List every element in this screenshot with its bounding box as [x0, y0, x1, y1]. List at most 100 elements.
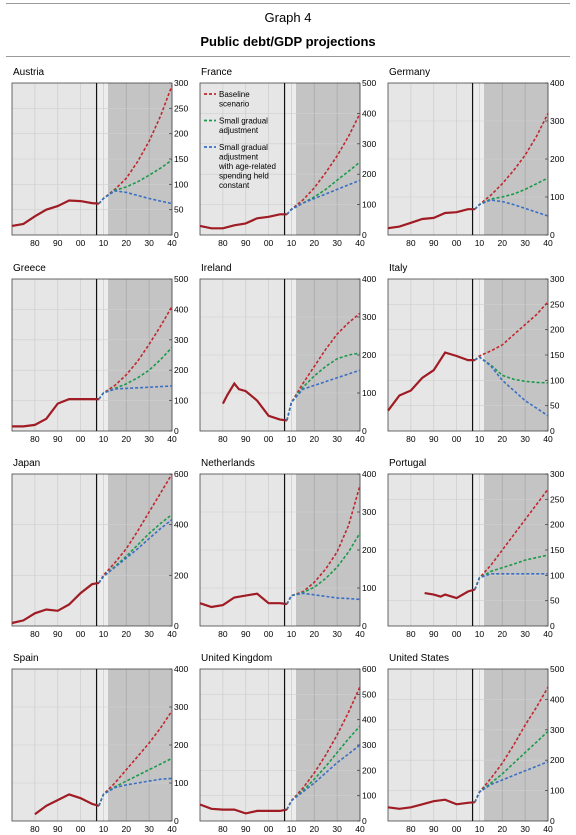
x-tick-label: 00: [264, 434, 274, 444]
y-tick-label: 300: [362, 139, 376, 149]
projection-line-3: [286, 179, 361, 215]
chart-panel-6: Japan 80 90 00 10 20 30 400 200 400 600: [11, 458, 188, 639]
legend-label: Small gradual adjustment: [219, 117, 268, 136]
panel-title: Japan: [13, 458, 40, 469]
x-tick-label: 90: [241, 824, 251, 834]
projection-line-3: [474, 760, 549, 803]
y-tick-label: 500: [550, 664, 564, 674]
x-tick-label: 00: [76, 629, 86, 639]
x-tick-label: 20: [122, 238, 132, 248]
chart-panel-10: United Kingdom 80 90 00 10 20 30 400 100 200 300 40…: [199, 653, 376, 834]
y-tick-label: 500: [362, 689, 376, 699]
y-tick-label: 400: [362, 715, 376, 725]
x-tick-label: 20: [498, 238, 508, 248]
chart-panel-3: Greece 80 90 00 10 20 30 400 100 200 300 400 500: [11, 263, 188, 444]
legend-label: Small gradual adjustment with age-related s…: [218, 143, 276, 190]
y-tick-label: 100: [362, 791, 376, 801]
chart-title: Public debt/GDP projections: [200, 34, 376, 49]
y-tick-label: 200: [362, 169, 376, 179]
x-tick-label: 40: [543, 824, 553, 834]
x-tick-label: 20: [122, 629, 132, 639]
history-line: [199, 803, 288, 815]
y-tick-label: 600: [362, 664, 376, 674]
projection-line-2: [98, 757, 173, 807]
x-tick-label: 20: [122, 824, 132, 834]
x-tick-label: 90: [429, 434, 439, 444]
y-tick-label: 500: [174, 274, 188, 284]
x-tick-label: 90: [53, 434, 63, 444]
y-tick-label: 100: [362, 583, 376, 593]
chart-panel-9: Spain 80 90 00 10 20 30 400 100 200 300 400: [11, 653, 188, 834]
projection-line-3: [98, 777, 173, 807]
history-line: [387, 798, 475, 810]
x-tick-label: 20: [498, 434, 508, 444]
x-tick-label: 30: [144, 238, 154, 248]
x-tick-label: 30: [144, 629, 154, 639]
y-tick-label: 0: [174, 621, 179, 631]
y-tick-label: 300: [362, 312, 376, 322]
panel-frame: [199, 82, 361, 236]
projection-region: [484, 669, 548, 821]
x-tick-label: 90: [53, 629, 63, 639]
x-tick-label: 90: [241, 238, 251, 248]
chart-panel-7: Netherlands 80 90 00 10 20 30 400 100 200 300 400: [199, 458, 376, 639]
x-tick-label: 00: [452, 238, 462, 248]
y-tick-label: 250: [550, 494, 564, 504]
x-tick-label: 10: [99, 434, 109, 444]
x-tick-label: 80: [406, 629, 416, 639]
x-tick-label: 90: [429, 238, 439, 248]
projection-line-3: [474, 572, 548, 590]
y-tick-label: 200: [362, 545, 376, 555]
history-region: [12, 279, 97, 431]
projection-line-3: [474, 356, 549, 417]
x-tick-label: 00: [76, 238, 86, 248]
panel-title: France: [201, 67, 233, 78]
y-tick-label: 200: [550, 325, 564, 335]
panel-title: Spain: [13, 653, 39, 664]
y-tick-label: 300: [174, 78, 188, 88]
y-tick-label: 300: [362, 507, 376, 517]
y-tick-label: 400: [362, 108, 376, 118]
panel-title: Netherlands: [201, 458, 255, 469]
y-tick-label: 100: [174, 396, 188, 406]
history-line: [387, 208, 475, 230]
x-tick-label: 10: [475, 629, 485, 639]
panel-frame: [11, 278, 173, 432]
chart-panel-4: Ireland 80 90 00 10 20 30 400 100 200 300 400: [199, 263, 376, 444]
x-tick-label: 20: [310, 824, 320, 834]
x-tick-label: 20: [498, 629, 508, 639]
projection-line-3: [98, 190, 173, 205]
chart-panel-11: United States 80 90 00 10 20 30 400 100 200 300 400…: [387, 653, 564, 834]
x-tick-label: 40: [355, 824, 365, 834]
y-tick-label: 150: [550, 545, 564, 555]
x-tick-label: 20: [310, 629, 320, 639]
y-tick-label: 200: [174, 129, 188, 139]
projection-line-2: [474, 554, 549, 590]
x-tick-label: 10: [99, 238, 109, 248]
projection-line-3: [286, 592, 361, 605]
y-tick-label: 400: [550, 694, 564, 704]
x-tick-label: 90: [429, 629, 439, 639]
projection-line-1: [98, 710, 173, 807]
x-tick-label: 00: [452, 824, 462, 834]
x-tick-label: 30: [520, 434, 530, 444]
projection-region: [108, 279, 172, 431]
projection-line-1: [474, 686, 549, 803]
projection-line-1: [98, 473, 173, 584]
panel-frame: [387, 668, 549, 822]
x-tick-label: 90: [241, 629, 251, 639]
x-tick-label: 80: [406, 824, 416, 834]
panel-title: Germany: [389, 67, 430, 78]
y-tick-label: 300: [174, 702, 188, 712]
panel-title: Portugal: [389, 458, 426, 469]
panel-title: United Kingdom: [201, 653, 272, 664]
x-tick-label: 30: [520, 629, 530, 639]
x-tick-label: 40: [355, 434, 365, 444]
x-tick-label: 30: [332, 824, 342, 834]
projection-region: [108, 474, 172, 626]
y-tick-label: 100: [550, 375, 564, 385]
y-tick-label: 400: [174, 520, 188, 530]
y-tick-label: 100: [362, 388, 376, 398]
y-tick-label: 250: [550, 299, 564, 309]
y-tick-label: 250: [174, 103, 188, 113]
